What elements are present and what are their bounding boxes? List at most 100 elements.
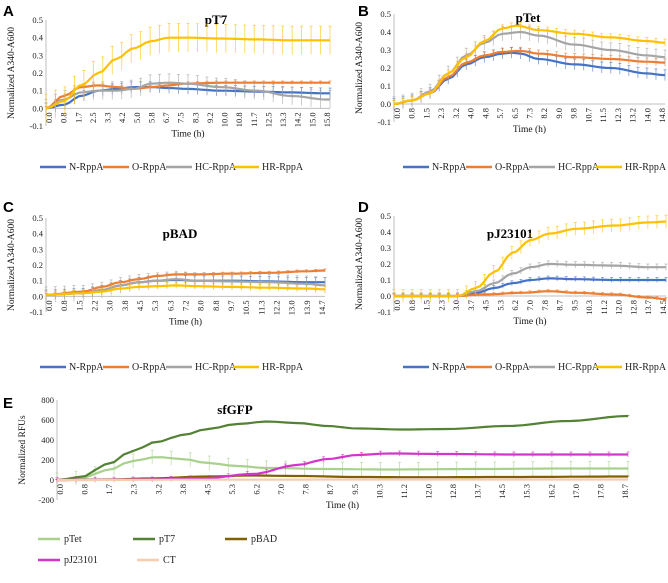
chart-panel-d: D 0.50.40.30.20.10.0-0.10.0 0.8 1.5 2.3 3.0 3.… — [355, 199, 668, 373]
x-tick-label: 13.7 — [473, 484, 483, 499]
x-tick-label: 14.7 — [317, 300, 327, 315]
y-tick-label: 0.3 — [32, 50, 43, 60]
legend-entry: N-RppA — [432, 162, 467, 173]
x-tick-label: 0.8 — [407, 108, 417, 119]
legend: N-RppA O-RppA HC-RppA HR-RppA — [40, 162, 304, 173]
x-tick-label: 5.3 — [495, 300, 505, 311]
x-tick-label: 7.5 — [176, 112, 186, 123]
x-tick-label: 0.8 — [80, 484, 90, 495]
chart-title: pBAD — [163, 226, 198, 241]
x-tick-label: 1.5 — [74, 300, 84, 311]
x-tick-label: 12.0 — [614, 300, 624, 315]
y-axis-title: Normalized A340-A600 — [355, 218, 365, 310]
series-hr-rppa — [44, 281, 327, 298]
series-hr-rppa — [392, 214, 668, 303]
series-ptet — [55, 449, 630, 487]
legend-entry: O-RppA — [132, 362, 167, 373]
y-tick-label: 800 — [41, 395, 54, 405]
x-tick-label: 9.5 — [569, 300, 579, 311]
series-line — [45, 81, 330, 110]
panel-label: A — [3, 3, 14, 20]
x-tick-label: 2.2 — [90, 300, 100, 311]
legend-entry: HC-RppA — [558, 162, 600, 173]
x-tick-label: 8.8 — [211, 300, 221, 311]
panel-label: B — [358, 3, 369, 20]
y-axis-title: Normalized A340-A600 — [355, 22, 365, 114]
x-tick-label: 8.0 — [196, 300, 206, 311]
x-tick-label: 5.3 — [150, 300, 160, 311]
legend-entry: O-RppA — [495, 162, 530, 173]
series-hr-rppa — [44, 23, 332, 123]
legend-entry: HC-RppA — [558, 362, 600, 373]
x-tick-label: 5.0 — [132, 112, 142, 123]
chart-title: sfGFP — [217, 402, 252, 417]
y-tick-label: 200 — [41, 455, 54, 465]
x-tick-label: 11.5 — [598, 108, 608, 123]
x-axis-title: Time (h) — [513, 316, 546, 327]
legend: N-RppA O-RppA HC-RppA HR-RppA — [403, 362, 667, 373]
legend-entry: HR-RppA — [625, 362, 667, 373]
x-tick-label: 3.8 — [120, 300, 130, 311]
x-tick-label: 15.3 — [522, 484, 532, 499]
y-tick-label: -0.1 — [30, 121, 43, 131]
x-tick-label: 10.7 — [583, 108, 593, 123]
x-tick-label: 7.8 — [540, 300, 550, 311]
x-tick-label: 11.2 — [599, 300, 609, 315]
x-tick-label: 8.7 — [325, 484, 335, 495]
y-tick-label: 0.4 — [380, 27, 391, 37]
x-tick-label: 11.3 — [256, 300, 266, 315]
x-tick-label: 4.5 — [481, 300, 491, 311]
y-tick-label: 0.2 — [380, 259, 391, 269]
x-tick-label: 4.5 — [202, 484, 212, 495]
x-tick-label: 1.5 — [422, 300, 432, 311]
x-tick-label: 7.0 — [525, 300, 535, 311]
series-pt7 — [55, 414, 630, 482]
x-tick-label: 13.7 — [643, 300, 653, 315]
x-tick-label: 9.7 — [226, 300, 236, 311]
x-axis-title: Time (h) — [171, 128, 204, 139]
x-tick-label: 6.7 — [161, 112, 171, 123]
x-tick-label: 3.7 — [466, 300, 476, 311]
y-tick-label: 0.5 — [32, 15, 43, 25]
x-tick-label: 12.5 — [263, 112, 273, 127]
chart-title: pT7 — [205, 12, 228, 27]
panel-label: C — [3, 199, 14, 216]
x-tick-label: 4.8 — [480, 108, 490, 119]
y-tick-label: 0.0 — [32, 291, 43, 301]
chart-title: pJ23101 — [487, 226, 533, 241]
series-line — [56, 456, 628, 482]
x-tick-label: 4.0 — [466, 108, 476, 119]
x-tick-label: 14.5 — [497, 484, 507, 499]
x-tick-label: 4.2 — [117, 112, 127, 123]
x-tick-label: 0.0 — [55, 484, 65, 495]
legend-entry: pTet — [64, 534, 82, 545]
x-tick-label: 7.2 — [181, 300, 191, 311]
y-tick-label: 0.3 — [380, 243, 391, 253]
x-tick-label: 1.7 — [73, 112, 83, 123]
legend-entry: pT7 — [159, 534, 175, 545]
x-tick-label: 0.0 — [44, 300, 54, 311]
x-tick-label: 11.7 — [249, 112, 259, 127]
x-tick-label: 9.2 — [205, 112, 215, 123]
series-line — [393, 30, 666, 106]
y-tick-label: 0.0 — [380, 291, 391, 301]
x-tick-label: 5.8 — [146, 112, 156, 123]
legend-entry: HR-RppA — [625, 162, 667, 173]
series-n-rppa — [392, 46, 667, 110]
y-tick-label: 0.1 — [32, 276, 43, 286]
y-tick-label: -0.1 — [378, 307, 391, 317]
y-tick-label: 0.5 — [32, 213, 43, 223]
y-axis-title: Normalized A340-A600 — [7, 219, 17, 311]
x-tick-label: 10.3 — [374, 484, 384, 499]
y-tick-label: 0.2 — [32, 260, 43, 270]
x-tick-label: 0.0 — [392, 300, 402, 311]
x-tick-label: 14.8 — [657, 108, 667, 123]
y-axis-title: Normalized A340-A600 — [7, 27, 17, 119]
x-tick-label: 16.2 — [546, 484, 556, 499]
legend-entry: N-RppA — [432, 362, 467, 373]
legend-entry: N-RppA — [69, 362, 104, 373]
x-tick-label: 14.2 — [293, 112, 303, 127]
legend: N-RppA O-RppA HC-RppA HR-RppA — [403, 162, 667, 173]
